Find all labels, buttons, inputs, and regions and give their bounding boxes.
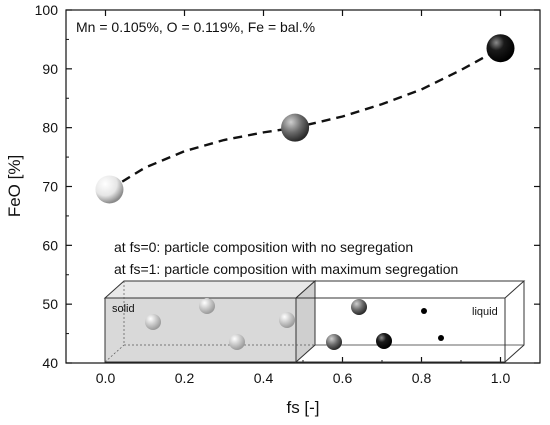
x-axis-label: fs [-]: [286, 398, 319, 417]
solid-particle: [199, 298, 215, 314]
y-tick-label: 90: [42, 61, 58, 77]
inset-liquid-label: liquid: [472, 306, 498, 318]
solid-particle: [145, 314, 161, 330]
x-tick-label: 0.8: [412, 370, 432, 386]
note-no-segregation: at fs=0: particle composition with no se…: [114, 239, 413, 255]
x-tick-label: 1.0: [491, 370, 511, 386]
composition-annotation: Mn = 0.105%, O = 0.119%, Fe = bal.%: [76, 19, 315, 35]
y-axis-label: FeO [%]: [5, 155, 24, 217]
solid-particle: [229, 334, 245, 350]
x-tick-label: 0.0: [96, 370, 116, 386]
solid-particle: [279, 312, 295, 328]
y-tick-label: 70: [42, 179, 58, 195]
y-tick-label: 100: [35, 2, 59, 18]
liquid-particle: [326, 334, 342, 350]
y-tick-label: 80: [42, 120, 58, 136]
y-tick-label: 60: [42, 237, 58, 253]
y-tick-label: 50: [42, 296, 58, 312]
x-tick-label: 0.2: [175, 370, 195, 386]
liquid-particle: [376, 333, 392, 349]
y-axis-ticks: 40 50 60 70 80 90 100: [35, 2, 540, 371]
liquid-particle: [421, 308, 427, 314]
data-points: [95, 34, 515, 204]
x-tick-label: 0.6: [333, 370, 353, 386]
data-point-sphere: [281, 113, 310, 142]
inset-liquid-outline: [296, 297, 506, 363]
x-tick-label: 0.4: [254, 370, 274, 386]
liquid-particle: [438, 335, 444, 341]
data-point-sphere: [95, 175, 124, 204]
inset-solid-face-top: [103, 280, 317, 299]
note-max-segregation: at fs=1: particle composition with maxim…: [114, 261, 458, 277]
inset-solid-label: solid: [112, 303, 135, 315]
inset-hidden-edge: [104, 344, 125, 363]
y-tick-label: 40: [42, 355, 58, 371]
inset-box-diagram: solid liquid: [103, 279, 526, 364]
data-point-sphere: [486, 34, 515, 63]
liquid-particle: [351, 299, 367, 315]
